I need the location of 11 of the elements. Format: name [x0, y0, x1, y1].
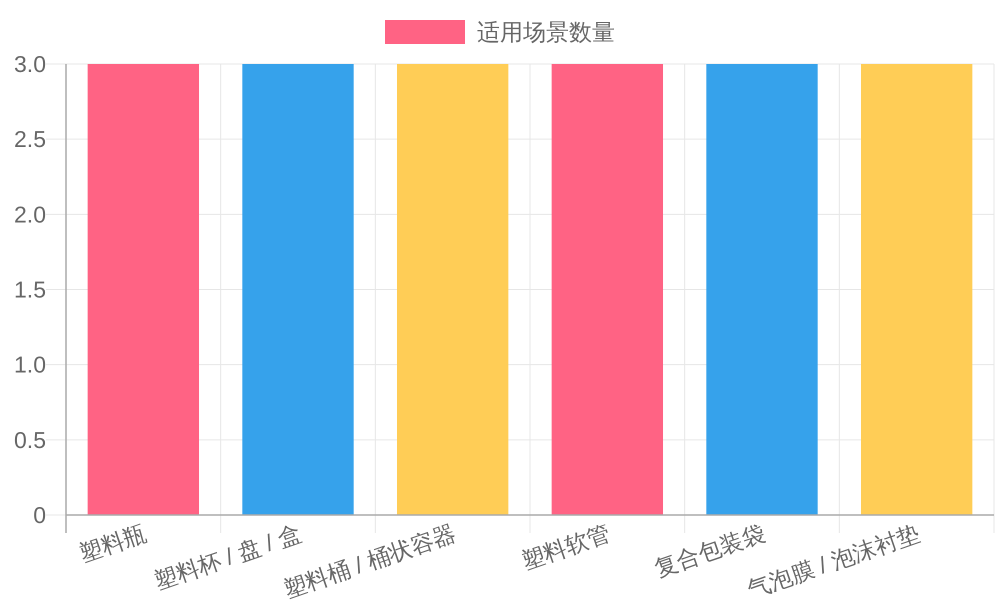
legend-label: 适用场景数量: [477, 19, 615, 45]
x-tick-label: 塑料瓶: [76, 520, 150, 567]
legend: 适用场景数量: [385, 19, 615, 45]
y-tick-label: 0.5: [14, 426, 46, 453]
y-tick-label: 2.5: [14, 126, 46, 152]
y-tick-label: 3.0: [14, 51, 46, 77]
y-tick-label: 1.5: [14, 276, 46, 302]
y-tick-label: 1.0: [14, 352, 46, 378]
x-tick-label: 塑料软管: [518, 520, 614, 574]
y-tick-label: 2.0: [14, 201, 46, 228]
y-tick-label: 0: [33, 502, 46, 528]
